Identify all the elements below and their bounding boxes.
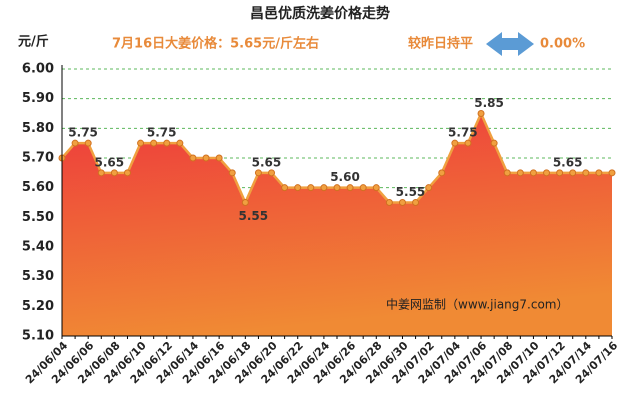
data-label: 5.65 xyxy=(94,155,124,169)
data-label: 5.55 xyxy=(396,185,426,199)
data-label: 5.65 xyxy=(553,155,583,169)
data-point xyxy=(385,199,393,206)
data-label: 5.65 xyxy=(252,155,282,169)
y-tick-label: 5.70 xyxy=(22,151,54,166)
data-point xyxy=(412,199,420,206)
y-axis-label: 元/斤 xyxy=(18,34,49,50)
data-label: 5.75 xyxy=(448,126,478,140)
data-label: 5.55 xyxy=(239,209,269,223)
data-point xyxy=(372,184,380,192)
data-point xyxy=(543,169,551,177)
y-tick-label: 5.90 xyxy=(22,91,54,106)
y-tick-label: 5.10 xyxy=(22,329,54,344)
data-point xyxy=(464,139,472,147)
flat-arrow xyxy=(486,32,534,56)
data-point xyxy=(150,139,158,147)
data-point xyxy=(595,169,603,177)
data-point xyxy=(398,199,406,206)
data-point xyxy=(346,184,354,192)
data-point xyxy=(320,184,328,192)
chart-title: 昌邑优质洗姜价格走势 xyxy=(250,5,390,22)
area xyxy=(62,113,612,336)
data-point xyxy=(451,139,459,147)
data-point xyxy=(503,169,511,177)
subtitle: 7月16日大姜价格：5.65元/斤左右 xyxy=(112,36,319,52)
data-point xyxy=(176,139,184,147)
data-point xyxy=(84,139,92,147)
change-text: 较昨日持平 xyxy=(408,36,473,52)
y-tick-label: 6.00 xyxy=(22,62,54,77)
data-point xyxy=(529,169,537,177)
data-point xyxy=(110,169,118,177)
change-value: 0.00% xyxy=(540,37,585,52)
data-label: 5.60 xyxy=(330,170,360,184)
data-point xyxy=(425,184,433,192)
data-point xyxy=(438,169,446,177)
data-point xyxy=(228,169,236,177)
data-point xyxy=(569,169,577,177)
y-tick-label: 5.20 xyxy=(22,299,54,314)
data-point xyxy=(241,199,249,206)
y-tick-label: 5.60 xyxy=(22,180,54,195)
data-point xyxy=(97,169,105,177)
data-point xyxy=(333,184,341,192)
data-point xyxy=(608,169,616,177)
y-tick-label: 5.80 xyxy=(22,121,54,136)
watermark: 中姜网监制（www.jiang7.com） xyxy=(386,297,568,312)
data-point xyxy=(137,139,145,147)
data-point xyxy=(294,184,302,192)
data-point xyxy=(307,184,315,192)
y-tick-label: 5.50 xyxy=(22,210,54,225)
data-point xyxy=(359,184,367,192)
data-point xyxy=(163,139,171,147)
y-tick-label: 5.40 xyxy=(22,240,54,255)
data-point xyxy=(189,154,197,162)
data-point xyxy=(477,110,485,117)
data-label: 5.75 xyxy=(68,126,98,140)
data-point xyxy=(123,169,131,177)
data-point xyxy=(215,154,223,162)
data-point xyxy=(556,169,564,177)
data-point xyxy=(516,169,524,177)
data-point xyxy=(71,139,79,147)
plot: 5.10 5.20 5.30 5.40 5.50 5.60 5.70 5.80 5.90 6.00… xyxy=(22,62,621,387)
data-point xyxy=(268,169,276,177)
y-tick-label: 5.30 xyxy=(22,269,54,284)
data-point xyxy=(490,139,498,147)
data-point xyxy=(582,169,590,177)
data-label: 5.75 xyxy=(147,126,177,140)
data-point xyxy=(281,184,289,192)
data-point xyxy=(254,169,262,177)
data-point xyxy=(202,154,210,162)
data-label: 5.85 xyxy=(474,96,504,110)
